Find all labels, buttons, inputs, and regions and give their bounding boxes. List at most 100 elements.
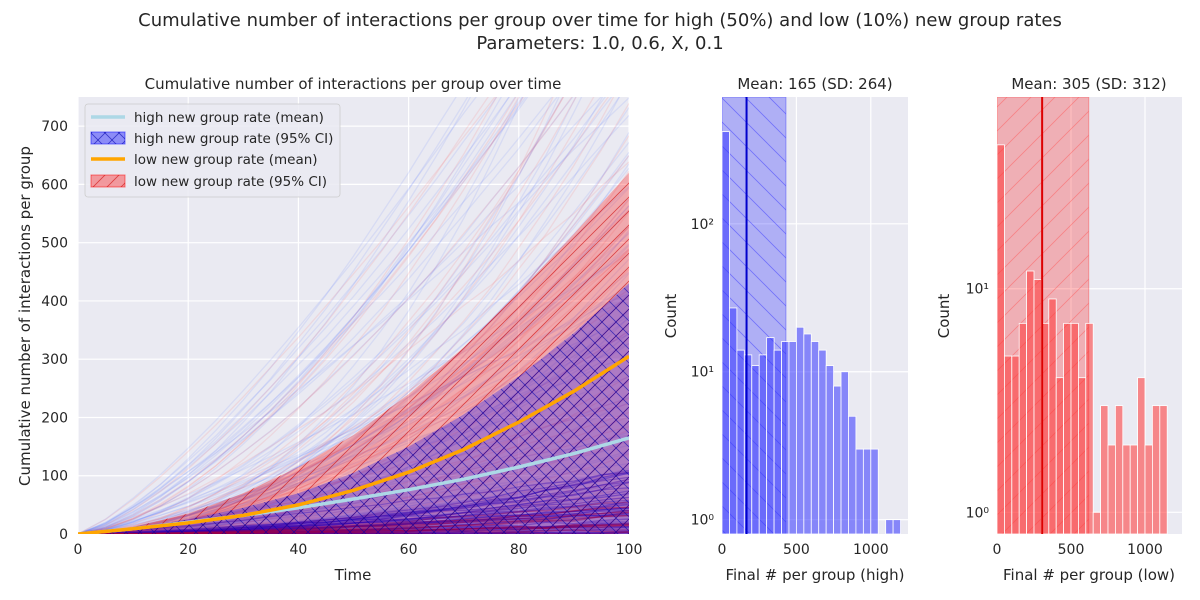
histogram-bar (781, 341, 790, 534)
legend-swatch-high-ci-hatch (91, 132, 125, 144)
histogram-bar (870, 448, 879, 534)
x-tick-label: 80 (510, 542, 528, 558)
x-tick-labels: 0 500 1000 (718, 542, 889, 558)
y-axis-label: Count (662, 294, 680, 339)
y-tick-label: 0 (59, 527, 68, 543)
histogram-bar (1115, 405, 1124, 534)
y-tick-label: 300 (41, 352, 68, 368)
legend-label-low-mean: low new group rate (mean) (134, 152, 318, 168)
trajectory-line (78, 97, 629, 534)
y-tick-label: 400 (41, 294, 68, 310)
histogram-bar (825, 365, 834, 534)
trajectory-line (78, 97, 489, 534)
y-tick-labels: 10⁰ 10¹ 10² (691, 217, 715, 529)
legend-box (84, 103, 341, 198)
histogram-bar (810, 341, 820, 534)
histogram-bar (803, 333, 812, 534)
y-axis-label: Count (935, 294, 953, 339)
line-chart-title: Cumulative number of interactions per gr… (145, 75, 562, 93)
trajectory-line (78, 97, 558, 534)
trajectory-line (78, 97, 609, 534)
histogram-bar (736, 349, 745, 534)
histogram-bars (722, 131, 901, 534)
trajectory-line (78, 97, 498, 534)
histogram-bar (885, 519, 894, 534)
histogram-bar (773, 349, 782, 534)
y-axis-label: Cumulative number of interactions per gr… (16, 146, 34, 486)
figure-title-line2: Parameters: 1.0, 0.6, X, 0.1 (476, 33, 724, 54)
legend-label-high-ci: high new group rate (95% CI) (134, 131, 333, 147)
trajectory-line (78, 97, 527, 534)
trajectory-line (78, 97, 498, 534)
trajectory-line (78, 161, 629, 534)
low-mean-line (78, 354, 629, 534)
histogram-bar (751, 365, 760, 534)
histogram-bar (1092, 511, 1101, 534)
x-tick-label: 40 (289, 542, 307, 558)
trajectory-line (78, 114, 629, 534)
x-axis-label: Time (334, 566, 372, 584)
y-tick-label: 10¹ (691, 365, 714, 381)
histogram-low-title: Mean: 305 (SD: 312) (1011, 75, 1166, 93)
x-tick-label: 60 (400, 542, 418, 558)
histogram-bar (1122, 444, 1131, 534)
trajectory-line (78, 97, 606, 534)
histogram-bar (862, 448, 872, 534)
y-tick-label: 700 (41, 119, 68, 135)
histogram-bar (1100, 405, 1109, 534)
histogram-bar (1026, 270, 1035, 534)
trajectory-line (78, 97, 620, 534)
trajectory-line (78, 97, 511, 534)
histogram-high-title: Mean: 165 (SD: 264) (737, 75, 892, 93)
histogram-bar (758, 354, 768, 534)
histogram-bar (1033, 279, 1042, 534)
histogram-bar (1004, 355, 1013, 534)
legend-label-high-mean: high new group rate (mean) (134, 110, 324, 126)
histogram-bar (1070, 322, 1079, 534)
y-tick-label: 600 (41, 177, 68, 193)
y-tick-label: 200 (41, 410, 68, 426)
trajectory-line (78, 97, 573, 534)
trajectory-line (78, 97, 613, 534)
histogram-bar (1078, 377, 1087, 534)
histogram-bar (848, 415, 857, 534)
legend-swatch-low-ci-hatch (91, 175, 125, 187)
y-tick-label: 10¹ (966, 282, 989, 298)
histogram-bar (818, 349, 827, 534)
legend-label-low-ci: low new group rate (95% CI) (134, 174, 327, 190)
trajectory-line (78, 97, 457, 534)
x-tick-label: 500 (1058, 542, 1085, 558)
y-tick-label: 10² (691, 217, 714, 233)
histogram-bar (1137, 377, 1146, 534)
histogram-bar (1129, 444, 1138, 534)
x-tick-label: 0 (993, 542, 1002, 558)
histogram-bar (788, 341, 797, 534)
histogram-bar (1055, 377, 1064, 534)
x-axis-label: Final # per group (high) (725, 566, 904, 584)
histogram-bar (722, 131, 730, 534)
histogram-bar (1144, 444, 1153, 534)
histogram-bar (1048, 298, 1057, 534)
trajectory-line (78, 97, 520, 534)
trajectory-line (78, 97, 602, 534)
trajectory-line (78, 97, 477, 534)
x-tick-label: 0 (718, 542, 727, 558)
y-tick-labels: 10⁰ 10¹ (966, 282, 990, 522)
y-tick-label: 10⁰ (691, 513, 715, 529)
figure-title-line1: Cumulative number of interactions per gr… (138, 10, 1062, 31)
x-tick-label: 1000 (1127, 542, 1163, 558)
trajectory-line (78, 97, 565, 534)
legend: high new group rate (mean) high new grou… (84, 103, 341, 198)
trajectory-line (78, 97, 574, 534)
histogram-bar (1159, 405, 1168, 534)
histogram-bars (997, 144, 1168, 534)
histogram-bar (1152, 405, 1161, 534)
histogram-bar (833, 385, 842, 534)
x-tick-labels: 0 20 40 60 80 100 (74, 542, 643, 558)
histogram-bar (855, 448, 864, 534)
trajectory-line (78, 97, 510, 534)
line-chart-panel: Cumulative number of interactions per gr… (16, 75, 643, 584)
histogram-bar (766, 337, 775, 534)
histogram-bar (892, 519, 901, 534)
